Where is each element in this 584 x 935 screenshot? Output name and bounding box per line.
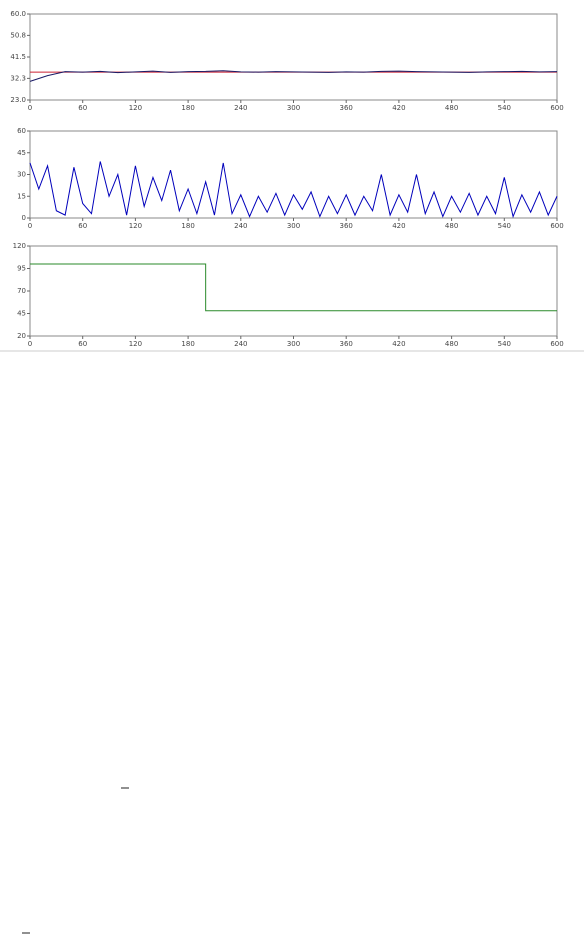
x-tick-label: 480	[445, 222, 458, 230]
y-tick-label: 60	[17, 127, 26, 135]
y-tick-label: 60.0	[10, 10, 26, 18]
x-tick-label: 600	[550, 222, 563, 230]
x-tick-label: 600	[550, 340, 563, 348]
y-tick-label: 32.3	[10, 74, 26, 82]
y-tick-label: 23.0	[10, 96, 26, 104]
y-tick-label: 45	[17, 310, 26, 318]
x-tick-label: 540	[498, 222, 511, 230]
y-tick-label: 45	[17, 149, 26, 157]
x-tick-label: 600	[550, 104, 563, 112]
x-tick-label: 0	[28, 104, 32, 112]
x-tick-label: 300	[287, 222, 300, 230]
x-tick-label: 60	[78, 340, 87, 348]
x-tick-label: 360	[340, 104, 353, 112]
x-tick-label: 420	[392, 104, 405, 112]
x-tick-label: 180	[181, 340, 194, 348]
y-tick-label: 30	[17, 171, 26, 179]
x-tick-label: 240	[234, 222, 247, 230]
x-tick-label: 60	[78, 222, 87, 230]
x-tick-label: 360	[340, 222, 353, 230]
x-tick-label: 540	[498, 104, 511, 112]
plot-frame	[29, 245, 558, 337]
x-tick-label: 300	[287, 104, 300, 112]
y-tick-label: 95	[17, 265, 26, 273]
y-tick-label: 41.5	[10, 53, 26, 61]
series-line	[29, 70, 558, 82]
y-tick-label: 50.8	[10, 31, 26, 39]
x-tick-label: 420	[392, 340, 405, 348]
x-tick-label: 360	[340, 340, 353, 348]
y-tick-label: 70	[17, 287, 26, 295]
series-line	[29, 161, 558, 219]
x-tick-label: 180	[181, 222, 194, 230]
x-tick-label: 120	[129, 340, 142, 348]
x-tick-label: 480	[445, 104, 458, 112]
x-tick-label: 240	[234, 340, 247, 348]
x-tick-label: 180	[181, 104, 194, 112]
y-tick-label: 120	[13, 242, 26, 250]
y-tick-label: 20	[17, 332, 26, 340]
plot-frame	[29, 13, 558, 101]
x-tick-label: 0	[28, 340, 32, 348]
x-tick-label: 540	[498, 340, 511, 348]
series-line	[30, 263, 557, 312]
x-tick-label: 120	[129, 222, 142, 230]
x-tick-label: 0	[28, 222, 32, 230]
x-tick-label: 420	[392, 222, 405, 230]
x-tick-label: 120	[129, 104, 142, 112]
x-tick-label: 480	[445, 340, 458, 348]
x-tick-label: 60	[78, 104, 87, 112]
x-tick-label: 300	[287, 340, 300, 348]
y-tick-label: 15	[17, 192, 26, 200]
plot-frame	[29, 130, 558, 219]
y-tick-label: 0	[22, 214, 26, 222]
x-tick-label: 240	[234, 104, 247, 112]
